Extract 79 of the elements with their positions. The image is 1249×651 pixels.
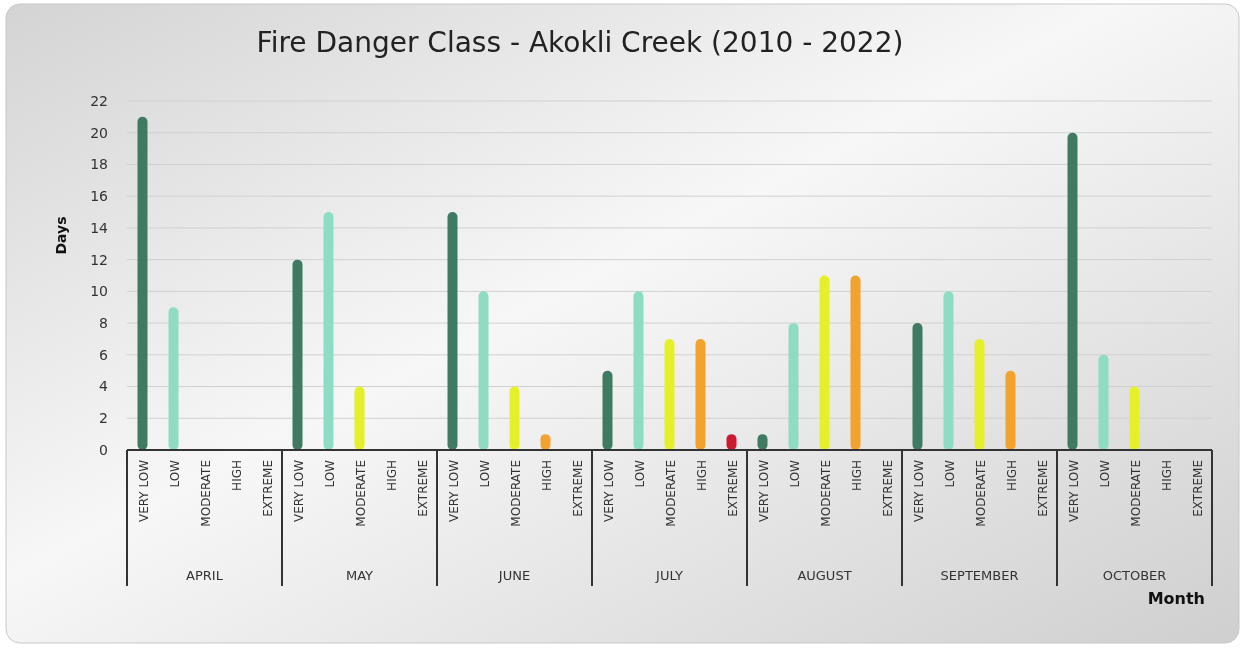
- bar: [292, 259, 303, 450]
- x-tick-label: VERY LOW: [291, 459, 306, 523]
- x-tick-label: EXTREME: [1035, 460, 1050, 517]
- x-tick-label: HIGH: [539, 460, 554, 491]
- y-axis-title: Days: [53, 216, 69, 255]
- x-tick-label: VERY LOW: [601, 459, 616, 523]
- bar: [1005, 370, 1016, 450]
- x-tick-label: LOW: [1097, 459, 1112, 488]
- y-tick-label: 4: [99, 378, 109, 395]
- bar: [1067, 132, 1078, 450]
- x-axis-title: Month: [1147, 589, 1205, 608]
- x-tick-label: VERY LOW: [136, 459, 151, 523]
- bar: [323, 212, 334, 450]
- x-tick-label: EXTREME: [260, 460, 275, 517]
- y-tick-label: 20: [90, 124, 108, 141]
- x-tick-label: HIGH: [694, 460, 709, 491]
- x-tick-label: VERY LOW: [446, 459, 461, 523]
- x-tick-label: LOW: [477, 459, 492, 488]
- y-tick-label: 16: [90, 188, 109, 205]
- y-tick-label: 12: [90, 251, 108, 268]
- x-tick-label: EXTREME: [880, 460, 895, 517]
- x-tick-label: HIGH: [1159, 460, 1174, 491]
- text: MAY: [345, 568, 374, 583]
- bar: [850, 275, 861, 450]
- x-tick-label: MODERATE: [973, 460, 988, 527]
- x-tick-label: MODERATE: [508, 460, 523, 527]
- bar: [819, 275, 830, 450]
- y-tick-label: 18: [90, 156, 108, 173]
- x-tick-label: LOW: [787, 459, 802, 488]
- bar: [137, 116, 148, 450]
- x-tick-label: LOW: [322, 459, 337, 488]
- x-tick-label: HIGH: [1004, 460, 1019, 491]
- bar: [912, 323, 923, 450]
- bar: [478, 291, 489, 450]
- y-tick-label: 0: [99, 441, 108, 458]
- bar: [1129, 386, 1140, 450]
- bar: [695, 338, 706, 450]
- y-tick-label: 8: [99, 314, 108, 331]
- text: APRIL: [186, 568, 224, 583]
- x-tick-label: EXTREME: [570, 460, 585, 517]
- text: OCTOBER: [1102, 568, 1167, 583]
- bar: [664, 338, 675, 450]
- x-tick-label: MODERATE: [198, 460, 213, 527]
- x-tick-label: MODERATE: [663, 460, 678, 527]
- bar: [943, 291, 954, 450]
- x-tick-label: MODERATE: [353, 460, 368, 527]
- x-tick-label: EXTREME: [415, 460, 430, 517]
- bar: [602, 370, 613, 450]
- x-tick-label: MODERATE: [1128, 460, 1143, 527]
- bar: [509, 386, 520, 450]
- bar: [447, 212, 458, 450]
- x-tick-label: VERY LOW: [756, 459, 771, 523]
- bar: [354, 386, 365, 450]
- bar: [1098, 354, 1109, 450]
- chart-title: Fire Danger Class - Akokli Creek (2010 - 2022): [256, 26, 904, 59]
- text: AUGUST: [797, 568, 852, 583]
- x-tick-label: VERY LOW: [911, 459, 926, 523]
- y-tick-label: 14: [90, 219, 109, 236]
- bar: [788, 323, 799, 450]
- x-tick-label: LOW: [167, 459, 182, 488]
- text: JUNE: [497, 568, 531, 583]
- y-tick-label: 2: [99, 410, 108, 427]
- text: SEPTEMBER: [940, 568, 1019, 583]
- x-tick-label: HIGH: [384, 460, 399, 491]
- x-tick-label: HIGH: [849, 460, 864, 491]
- y-tick-label: 22: [90, 92, 108, 109]
- y-tick-label: 6: [99, 346, 109, 363]
- x-tick-label: LOW: [632, 459, 647, 488]
- bar: [633, 291, 644, 450]
- bar: [168, 307, 179, 450]
- bar: [974, 338, 985, 450]
- x-tick-label: EXTREME: [725, 460, 740, 517]
- text: JULY: [655, 568, 683, 583]
- x-tick-label: LOW: [942, 459, 957, 488]
- x-tick-label: MODERATE: [818, 460, 833, 527]
- x-tick-label: VERY LOW: [1066, 459, 1081, 523]
- x-tick-label: HIGH: [229, 460, 244, 491]
- x-tick-label: EXTREME: [1190, 460, 1205, 517]
- y-tick-label: 10: [90, 283, 108, 300]
